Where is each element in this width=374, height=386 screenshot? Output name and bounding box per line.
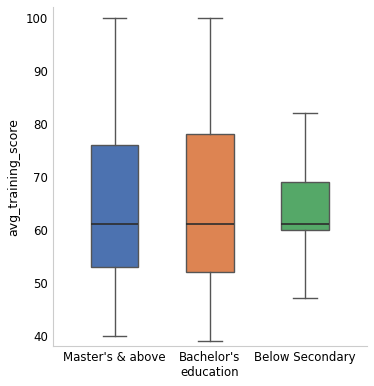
PathPatch shape <box>91 145 138 267</box>
Y-axis label: avg_training_score: avg_training_score <box>7 118 20 235</box>
PathPatch shape <box>281 182 329 230</box>
PathPatch shape <box>186 134 234 272</box>
